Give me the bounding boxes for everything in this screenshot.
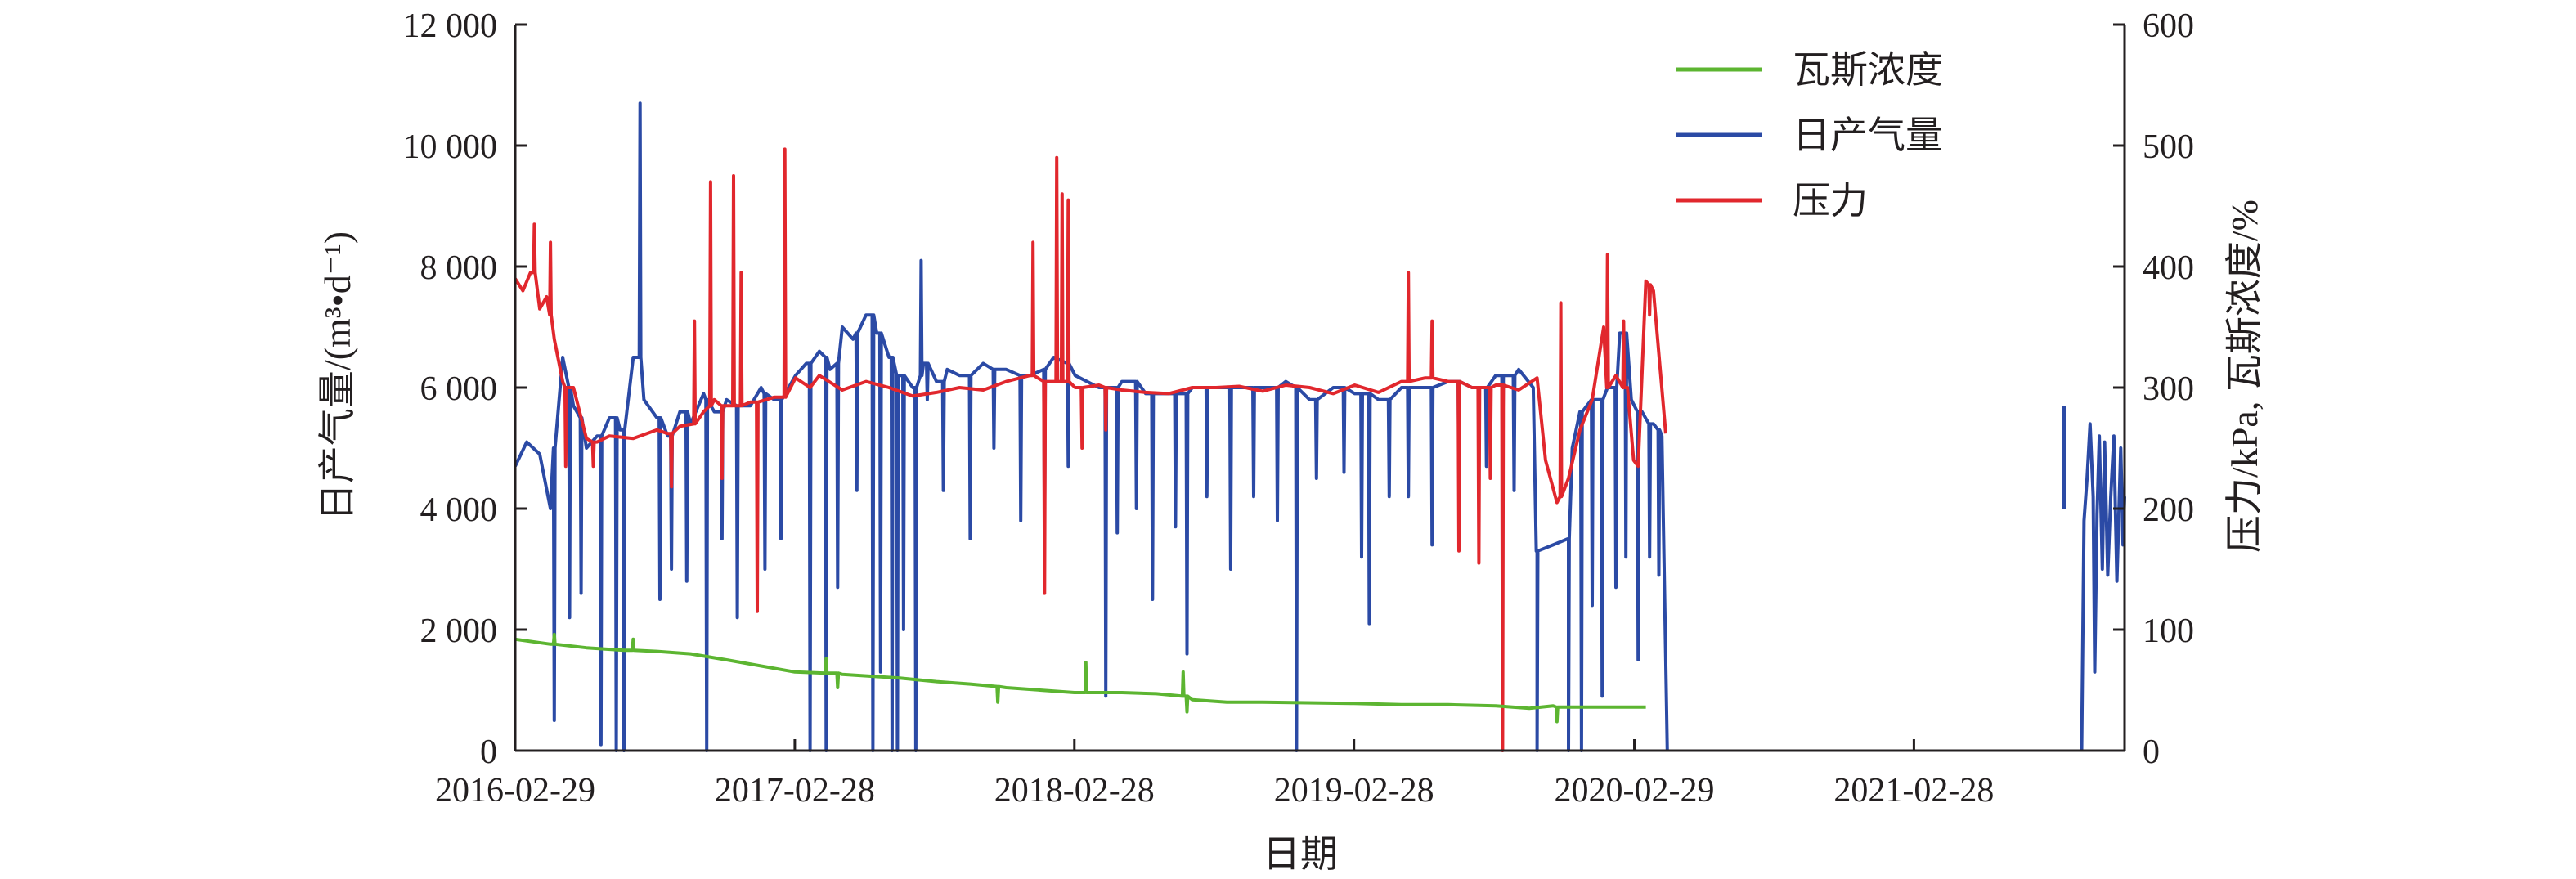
y-right-tick-label-6: 600: [2143, 7, 2194, 45]
y-right-tick-label-1: 100: [2143, 612, 2194, 650]
y-left-tick-label-1: 2 000: [420, 612, 498, 650]
legend-label-gas-concentration: 瓦斯浓度: [1793, 49, 1943, 91]
y-right-tick-label-5: 500: [2143, 128, 2194, 166]
legend-item-gas-concentration: 瓦斯浓度: [1676, 49, 1943, 91]
y-right-tick-label-3: 300: [2143, 370, 2194, 408]
series-layer: [514, 101, 2126, 752]
series-line-pressure: [514, 147, 1667, 752]
y-right-tick-label-2: 200: [2143, 491, 2194, 529]
tick-layer: 2016-02-29 2017-02-28 2018-02-28 2019-02-28…: [403, 7, 2195, 809]
legend: 瓦斯浓度 日产气量 压力: [1676, 49, 1943, 222]
y-left-tick-label-0: 0: [480, 733, 497, 771]
x-tick-label-1: 2017-02-28: [715, 772, 875, 809]
y-left-tick-label-3: 6 000: [420, 370, 498, 408]
y-right-axis-title: 压力/kPa, 瓦斯浓度/%: [2224, 200, 2265, 553]
x-tick-label-3: 2019-02-28: [1274, 772, 1434, 809]
x-tick-label-0: 2016-02-29: [435, 772, 595, 809]
series-line-gas-concentration: [514, 632, 1646, 724]
legend-item-daily-gas: 日产气量: [1676, 114, 1943, 156]
y-right-tick-label-4: 400: [2143, 249, 2194, 287]
series-late-segment-daily-gas-1: [2080, 422, 2126, 751]
y-left-tick-label-6: 12 000: [403, 7, 498, 45]
series-gas-concentration: [514, 632, 1646, 724]
x-tick-label-4: 2020-02-29: [1555, 772, 1715, 809]
x-tick-label-2: 2018-02-28: [994, 772, 1155, 809]
series-pressure: [514, 147, 1667, 752]
y-left-tick-label-4: 8 000: [420, 249, 498, 287]
y-right-tick-label-0: 0: [2143, 733, 2160, 771]
legend-item-pressure: 压力: [1676, 180, 1868, 222]
legend-label-pressure: 压力: [1793, 180, 1868, 222]
x-axis-title: 日期: [1263, 833, 1338, 875]
x-tick-label-5: 2021-02-28: [1833, 772, 1994, 809]
y-left-axis-title: 日产气量/(m³•d⁻¹): [316, 231, 358, 521]
y-left-tick-label-2: 4 000: [420, 491, 498, 529]
legend-label-daily-gas: 日产气量: [1793, 114, 1943, 156]
y-left-tick-label-5: 10 000: [403, 128, 498, 166]
